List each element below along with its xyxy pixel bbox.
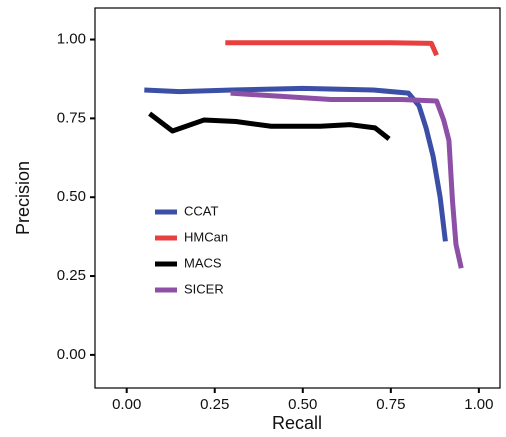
x-tick-label: 0.25: [200, 396, 229, 413]
y-tick-label: 0.50: [57, 188, 86, 205]
y-tick-label: 0.25: [57, 267, 86, 284]
legend-label: MACS: [184, 255, 222, 270]
legend-label: CCAT: [184, 203, 218, 218]
series-line: [148, 111, 391, 141]
y-tick-label: 1.00: [57, 31, 86, 48]
x-tick-label: 0.75: [376, 396, 405, 413]
legend-label: SICER: [184, 281, 224, 296]
x-tick-label: 0.50: [288, 396, 317, 413]
series-line: [144, 85, 448, 242]
x-tick-label: 0.00: [112, 396, 141, 413]
legend-label: HMCan: [184, 229, 228, 244]
series-line: [225, 40, 439, 57]
x-axis-title: Recall: [272, 413, 322, 433]
y-axis-title: Precision: [13, 161, 33, 235]
y-tick-label: 0.75: [57, 109, 86, 126]
series-line: [230, 90, 464, 269]
x-tick-label: 1.00: [464, 396, 493, 413]
y-tick-label: 0.00: [57, 346, 86, 363]
